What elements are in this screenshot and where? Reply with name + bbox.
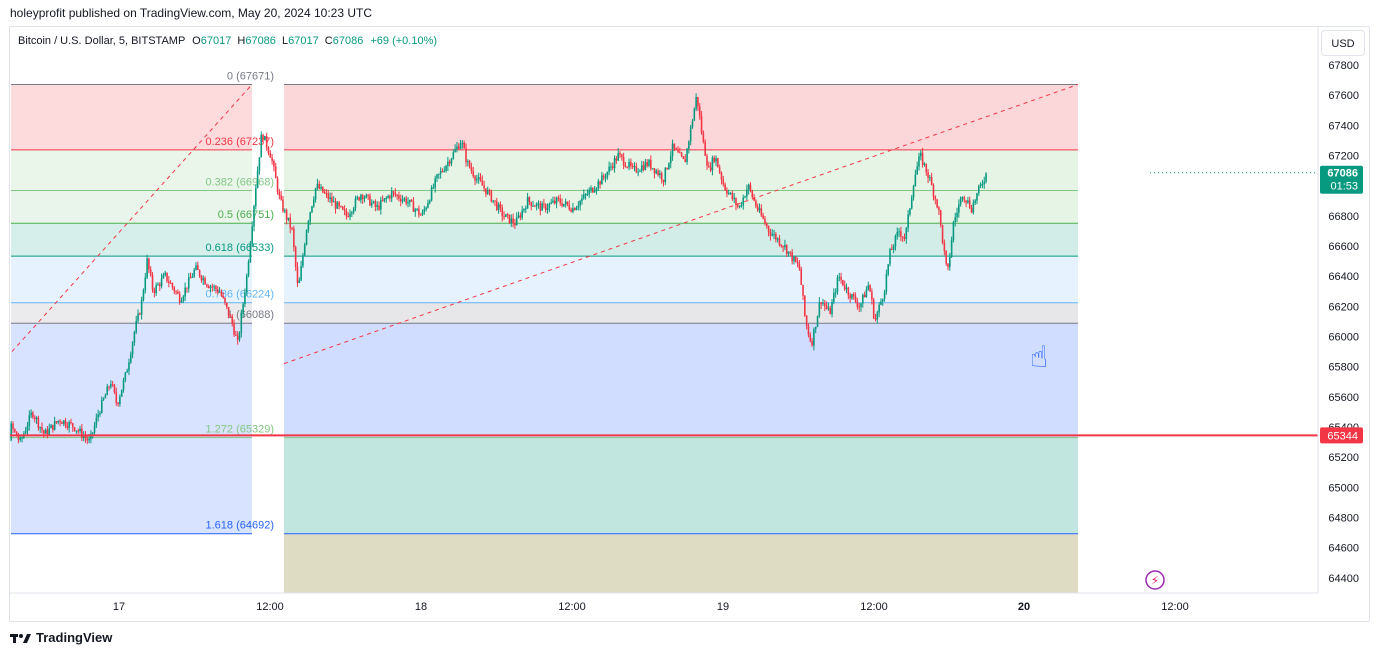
symbol-name[interactable]: Bitcoin / U.S. Dollar, 5, BITSTAMP xyxy=(18,35,186,47)
publisher-caption: holeyprofit published on TradingView.com… xyxy=(10,6,372,20)
open-label: O xyxy=(192,35,201,47)
symbol-legend: Bitcoin / U.S. Dollar, 5, BITSTAMP O6701… xyxy=(18,35,437,47)
high-label: H xyxy=(237,35,246,47)
change-value: +69 (+0.10%) xyxy=(370,35,438,47)
candle-body xyxy=(0,486,1,498)
low-label: L xyxy=(281,35,289,47)
low-value: 67017 xyxy=(288,35,319,47)
candle-body xyxy=(3,459,5,471)
open-value: 67017 xyxy=(200,35,232,47)
chart-frame xyxy=(9,26,1370,622)
close-label: C xyxy=(324,35,333,47)
footer: TradingView xyxy=(10,630,112,645)
tradingview-logo-icon xyxy=(10,633,31,643)
currency-button[interactable]: USD xyxy=(1321,30,1365,56)
tradingview-brand[interactable]: TradingView xyxy=(36,630,113,645)
candle-body xyxy=(1,471,3,487)
close-value: 67086 xyxy=(332,35,364,47)
high-value: 67086 xyxy=(245,35,276,47)
candle-body xyxy=(5,454,7,459)
